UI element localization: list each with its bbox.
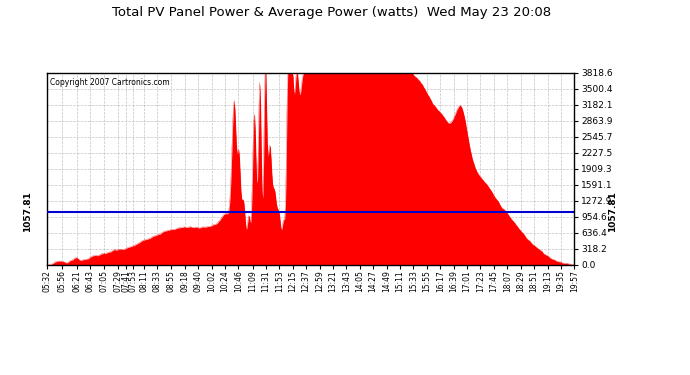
- Text: Copyright 2007 Cartronics.com: Copyright 2007 Cartronics.com: [50, 78, 169, 87]
- Text: Total PV Panel Power & Average Power (watts)  Wed May 23 20:08: Total PV Panel Power & Average Power (wa…: [112, 6, 551, 19]
- Text: 1057.81: 1057.81: [608, 191, 617, 232]
- Text: 1057.81: 1057.81: [23, 191, 32, 232]
